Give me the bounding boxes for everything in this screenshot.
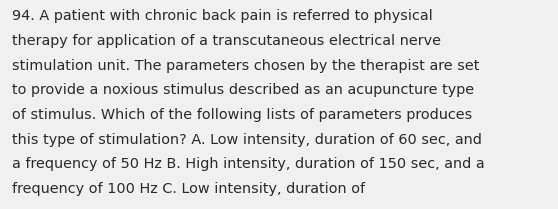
Text: of stimulus. Which of the following lists of parameters produces: of stimulus. Which of the following list… [12,108,473,122]
Text: a frequency of 50 Hz B. High intensity, duration of 150 sec, and a: a frequency of 50 Hz B. High intensity, … [12,157,485,171]
Text: this type of stimulation? A. Low intensity, duration of 60 sec, and: this type of stimulation? A. Low intensi… [12,133,482,147]
Text: frequency of 100 Hz C. Low intensity, duration of: frequency of 100 Hz C. Low intensity, du… [12,182,365,196]
Text: 94. A patient with chronic back pain is referred to physical: 94. A patient with chronic back pain is … [12,9,433,23]
Text: therapy for application of a transcutaneous electrical nerve: therapy for application of a transcutane… [12,34,441,48]
Text: to provide a noxious stimulus described as an acupuncture type: to provide a noxious stimulus described … [12,83,474,97]
Text: stimulation unit. The parameters chosen by the therapist are set: stimulation unit. The parameters chosen … [12,59,480,73]
